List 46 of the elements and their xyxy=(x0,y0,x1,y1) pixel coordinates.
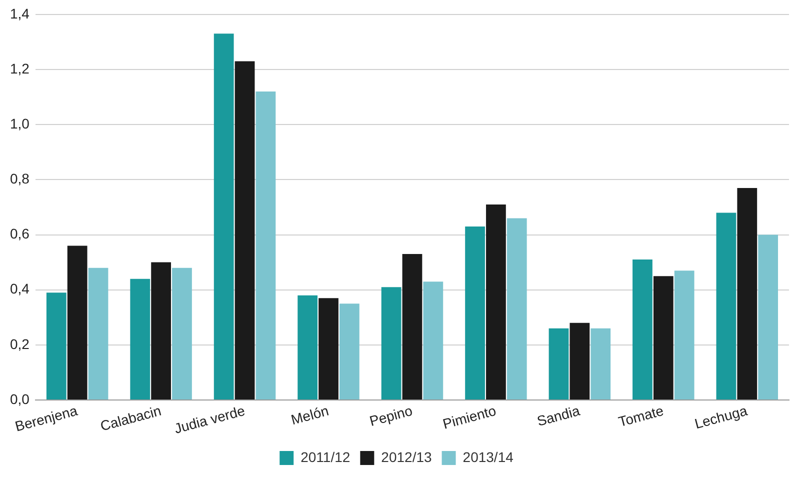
legend-label: 2012/13 xyxy=(381,448,432,465)
y-tick-label: 0,4 xyxy=(10,280,30,297)
bar xyxy=(67,246,88,400)
x-tick-label: Judia verde xyxy=(172,402,247,437)
bar xyxy=(88,268,108,400)
bar xyxy=(423,282,444,400)
y-tick-label: 0,6 xyxy=(10,226,30,242)
bar xyxy=(381,287,402,400)
legend-label: 2013/14 xyxy=(462,448,514,465)
bar xyxy=(298,295,318,400)
bar xyxy=(339,304,360,400)
bar xyxy=(590,328,611,400)
bar xyxy=(172,268,192,400)
bar xyxy=(130,278,150,400)
bar xyxy=(570,322,590,400)
bar xyxy=(402,254,422,400)
bar xyxy=(486,204,506,400)
bar xyxy=(234,61,255,400)
bar xyxy=(465,226,485,400)
bar xyxy=(214,34,234,400)
x-tick-label: Pimiento xyxy=(440,402,498,432)
y-tick-label: 0,8 xyxy=(10,170,30,187)
bar xyxy=(506,218,527,400)
x-tick-label: Lechuga xyxy=(692,402,750,432)
y-tick-label: 0,2 xyxy=(10,336,30,352)
x-tick-label: Tomate xyxy=(616,402,666,430)
x-tick-label: Calabacin xyxy=(98,402,163,434)
bar xyxy=(151,262,171,400)
y-tick-label: 1,0 xyxy=(10,115,30,132)
bar xyxy=(653,276,674,400)
legend-label: 2011/12 xyxy=(300,448,350,465)
y-tick-label: 1,2 xyxy=(10,60,30,76)
bar xyxy=(318,298,338,400)
bar xyxy=(758,234,778,400)
bar xyxy=(737,188,758,400)
y-tick-label: 1,4 xyxy=(10,5,30,22)
bar xyxy=(632,260,652,400)
bar xyxy=(46,292,66,400)
bar xyxy=(674,270,694,400)
bar xyxy=(548,328,569,400)
x-tick-label: Melón xyxy=(289,402,330,428)
x-tick-label: Pepino xyxy=(368,402,414,430)
y-tick-label: 0,0 xyxy=(10,390,30,407)
x-tick-label: Sandia xyxy=(535,402,582,430)
bar xyxy=(716,212,736,400)
bar xyxy=(256,92,276,400)
